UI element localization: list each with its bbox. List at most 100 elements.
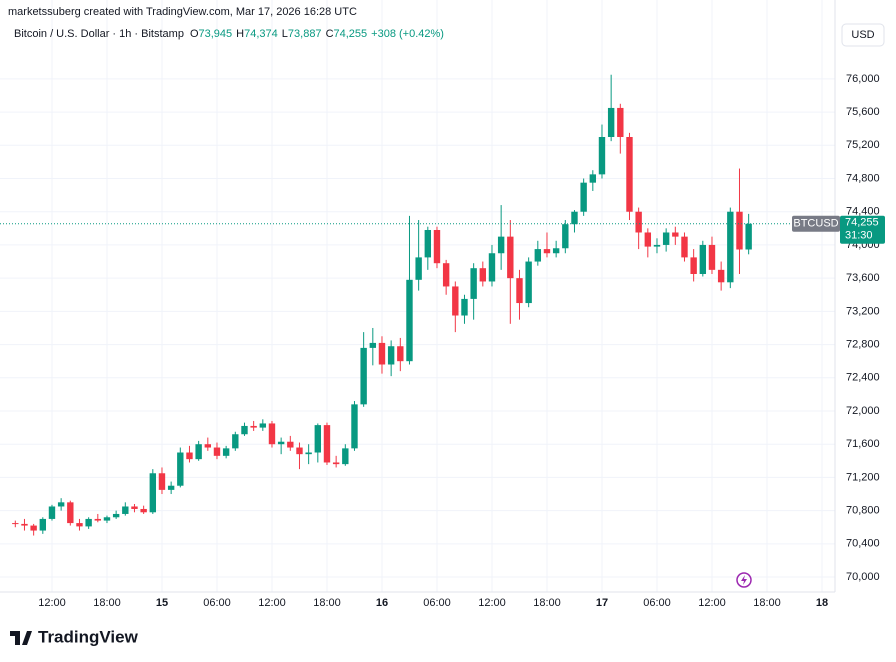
- candle-body: [635, 211, 642, 233]
- candle-body: [167, 485, 175, 490]
- symbol-tag: [792, 215, 840, 232]
- watermark: TradingView: [38, 627, 139, 646]
- last-price-label: 74,255: [845, 217, 879, 229]
- candle-body: [442, 263, 450, 287]
- candle-body: [699, 244, 707, 274]
- candle-body: [21, 523, 28, 526]
- candle-body: [433, 229, 441, 264]
- candle-body: [213, 447, 221, 456]
- last-price-tag: [840, 215, 885, 244]
- x-tick-label: 12:00: [478, 597, 506, 609]
- candle-body: [287, 441, 294, 448]
- legend: Bitcoin / U.S. Dollar · 1h · Bitstamp O73…: [14, 28, 444, 40]
- candle-body: [598, 136, 606, 175]
- candle-body: [580, 182, 587, 212]
- candle-body: [323, 425, 331, 463]
- candle-body: [708, 244, 716, 270]
- candle-body: [653, 244, 661, 247]
- candle-body: [479, 268, 487, 282]
- ohlc-key: O: [190, 28, 199, 40]
- ohlc-key: L: [282, 28, 288, 40]
- candle-body: [727, 211, 734, 283]
- candle-body: [681, 236, 688, 258]
- candle-body: [369, 342, 377, 348]
- candle-body: [277, 441, 285, 445]
- candle-body: [122, 506, 129, 514]
- logo: [10, 631, 32, 645]
- candle-body: [305, 452, 312, 455]
- candle-body: [67, 502, 74, 524]
- y-tick-label: 75,600: [846, 106, 880, 118]
- x-tick-label: 06:00: [423, 597, 451, 609]
- candle-body: [112, 513, 120, 518]
- x-tick-label: 06:00: [643, 597, 671, 609]
- candle-body: [296, 447, 303, 455]
- candle-body: [250, 425, 257, 428]
- candle-body: [571, 211, 578, 225]
- candle-body: [103, 517, 111, 521]
- y-tick-label: 70,000: [846, 571, 880, 583]
- x-tick-label: 16: [376, 597, 388, 609]
- x-tick-label: 12:00: [38, 597, 66, 609]
- ohlc-value: 74,255: [334, 28, 368, 40]
- candle-body: [516, 278, 523, 304]
- candle-body: [314, 425, 322, 453]
- x-tick-label: 18:00: [93, 597, 121, 609]
- candle-body: [342, 448, 349, 465]
- candle-body: [268, 423, 276, 445]
- x-tick-label: 12:00: [698, 597, 726, 609]
- candle-body: [195, 444, 202, 460]
- x-tick-label: 18:00: [313, 597, 341, 609]
- candle-body: [149, 473, 157, 513]
- y-tick-label: 76,000: [846, 73, 880, 85]
- candle-body: [76, 523, 83, 527]
- y-tick-label: 73,600: [846, 272, 880, 284]
- candle-body: [488, 253, 496, 282]
- ohlc-key: H: [236, 28, 244, 40]
- change: +308 (+0.42%): [371, 28, 444, 40]
- candle-body: [57, 502, 65, 507]
- candle-body: [177, 452, 184, 486]
- candle-body: [387, 346, 395, 365]
- candle-body: [204, 444, 212, 448]
- candle-body: [507, 236, 514, 279]
- x-tick-label: 17: [596, 597, 608, 609]
- currency-button-label[interactable]: USD: [851, 29, 874, 41]
- candle-body: [222, 448, 230, 456]
- candle-body: [525, 261, 532, 304]
- candle-body: [562, 224, 569, 249]
- candle-body: [607, 107, 615, 137]
- candle-body: [497, 236, 505, 254]
- candle-body: [626, 136, 633, 212]
- candle-body: [617, 107, 624, 137]
- y-tick-label: 75,200: [846, 139, 880, 151]
- lightning-icon: [736, 572, 752, 588]
- grid: [0, 0, 835, 592]
- ohlc-value: 73,945: [199, 28, 233, 40]
- candle-body: [745, 223, 752, 250]
- candle-body: [406, 279, 413, 362]
- candle-body: [39, 518, 47, 531]
- y-tick-label: 71,200: [846, 471, 880, 483]
- title: Bitcoin / U.S. Dollar · 1h · Bitstamp: [14, 28, 184, 40]
- credit: marketssuberg created with TradingView.c…: [8, 6, 357, 18]
- candle-body: [131, 506, 138, 509]
- candle-body: [360, 347, 367, 405]
- candle-body: [534, 249, 542, 262]
- candle-body: [351, 404, 358, 449]
- candle-body: [415, 257, 422, 280]
- candle-body: [589, 174, 597, 183]
- candle-body: [140, 508, 147, 513]
- candle-body: [424, 229, 432, 258]
- x-tick-label: 18:00: [753, 597, 781, 609]
- currency-button[interactable]: [841, 23, 885, 47]
- x-tick-label: 18: [816, 597, 828, 609]
- candle-body: [717, 269, 725, 283]
- candle-body: [452, 286, 459, 316]
- y-tick-label: 74,800: [846, 172, 880, 184]
- candle-body: [94, 518, 102, 521]
- y-tick-label: 70,800: [846, 505, 880, 517]
